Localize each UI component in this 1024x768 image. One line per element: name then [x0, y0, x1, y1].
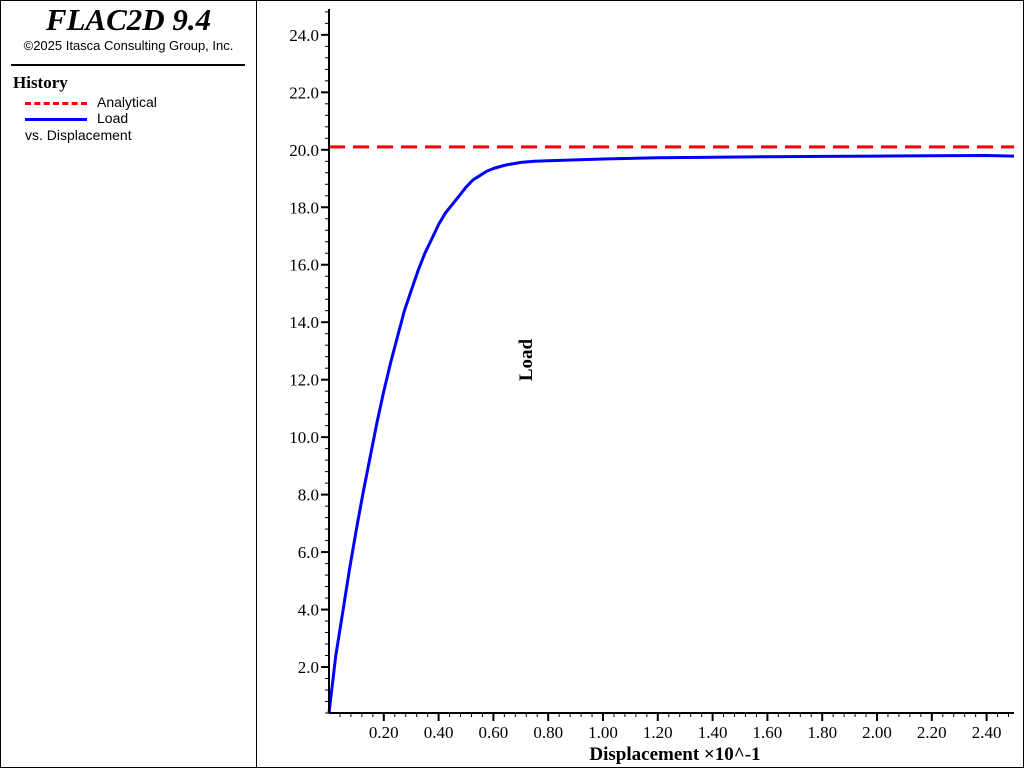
x-tick-label: 1.20: [643, 723, 673, 742]
x-tick-label: 0.60: [479, 723, 509, 742]
legend-vs-label: vs. Displacement: [25, 127, 132, 143]
x-tick-label: 2.00: [862, 723, 892, 742]
copyright-text: ©2025 Itasca Consulting Group, Inc.: [23, 38, 234, 53]
y-tick-label: 16.0: [289, 256, 319, 275]
x-tick-label: 1.00: [588, 723, 618, 742]
y-axis-label: Load: [516, 338, 537, 381]
y-tick-label: 20.0: [289, 141, 319, 160]
y-tick-label: 24.0: [289, 26, 319, 45]
legend-label-analytical: Analytical: [97, 94, 157, 110]
x-tick-label: 1.80: [807, 723, 837, 742]
y-tick-label: 4.0: [298, 601, 319, 620]
y-tick-label: 14.0: [289, 313, 319, 332]
legend-swatch-load: [25, 118, 87, 121]
y-tick-label: 6.0: [298, 543, 319, 562]
y-tick-label: 12.0: [289, 371, 319, 390]
app-title: FLAC2D 9.4: [45, 2, 212, 37]
x-tick-label: 0.40: [424, 723, 454, 742]
x-tick-label: 0.80: [533, 723, 563, 742]
axis-layer: 2.0 4.0 6.0 8.0 10.0 12.0 14.0 16.0 18.0 20.0 22.0…: [289, 9, 1014, 742]
legend-swatch-analytical: [25, 102, 87, 105]
x-tick-label: 2.40: [972, 723, 1002, 742]
chart-area: 2.0 4.0 6.0 8.0 10.0 12.0 14.0 16.0 18.0 20.0 22.0…: [289, 9, 1015, 765]
x-tick-label: 1.40: [698, 723, 728, 742]
legend-label-load: Load: [97, 110, 129, 126]
x-tick-label: 1.60: [753, 723, 783, 742]
y-tick-label: 2.0: [298, 658, 319, 677]
x-axis-label: Displacement ×10^-1: [589, 744, 760, 765]
legend-heading: History: [13, 73, 68, 92]
series-line-load: [327, 154, 1015, 714]
legend-panel: FLAC2D 9.4 ©2025 Itasca Consulting Group…: [1, 1, 257, 767]
x-tick-label: 2.20: [917, 723, 947, 742]
y-tick-label: 8.0: [298, 486, 319, 505]
y-tick-label: 18.0: [289, 198, 319, 217]
y-tick-label: 10.0: [289, 428, 319, 447]
y-tick-label: 22.0: [289, 83, 319, 102]
series-layer: [327, 145, 1015, 714]
x-tick-label: 0.20: [369, 723, 399, 742]
header-divider: [11, 64, 245, 66]
